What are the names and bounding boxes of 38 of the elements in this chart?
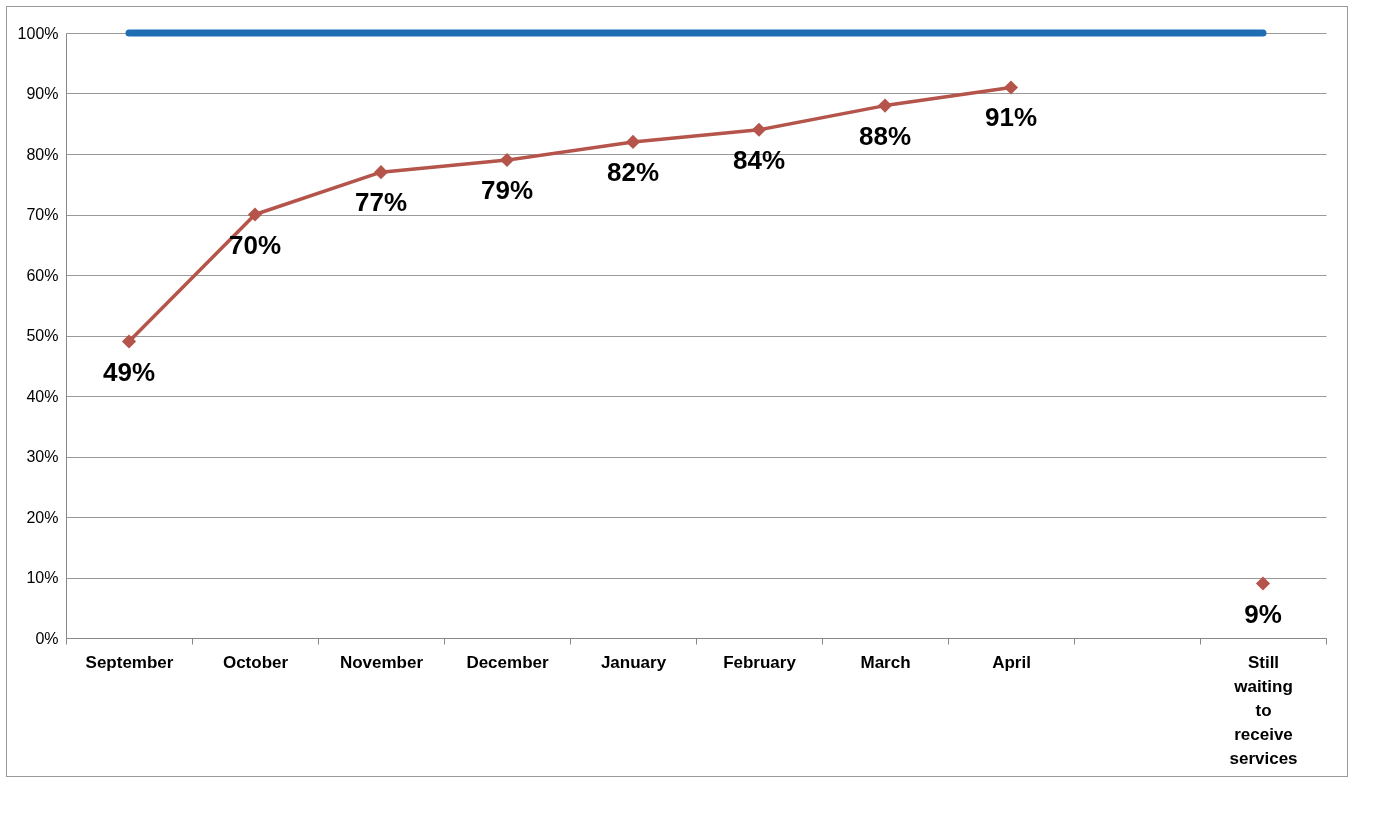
x-tick-label: April (992, 652, 1031, 672)
y-tick-label: 70% (26, 206, 59, 223)
x-tick-label: December (466, 652, 549, 672)
data-label: 91% (984, 102, 1038, 133)
x-tick-label: September (85, 652, 174, 672)
x-tick-label: November (339, 652, 424, 672)
data-label: 9% (1244, 598, 1282, 629)
y-tick-label: 10% (26, 569, 59, 586)
data-label: 79% (480, 175, 534, 206)
x-tick-label: January (600, 652, 667, 672)
y-tick-label: 50% (26, 327, 59, 344)
point (877, 98, 893, 113)
y-tick-label: 0% (35, 629, 59, 647)
point (625, 134, 641, 149)
point (499, 152, 515, 168)
data-label: 49% (102, 356, 156, 387)
data-label: 88% (858, 120, 912, 151)
y-tick-label: 80% (26, 145, 59, 163)
point (373, 165, 389, 180)
x-tick-label: February (723, 652, 797, 672)
data-label: 84% (732, 144, 786, 175)
y-tick-label: 40% (26, 387, 59, 405)
y-tick-label: 20% (26, 508, 59, 526)
y-tick-label: 60% (26, 266, 59, 284)
point (247, 207, 263, 222)
point (121, 334, 137, 349)
data-label: 82% (606, 156, 660, 187)
y-tick-label: 30% (26, 448, 59, 465)
data-label: 70% (228, 229, 282, 260)
point (1003, 80, 1019, 95)
x-tick-label: October (222, 652, 289, 672)
point (1255, 576, 1271, 591)
point (751, 122, 767, 137)
y-tick-label: 100% (17, 24, 59, 42)
x-tick-label: Still waiting to receive services (1229, 652, 1298, 768)
data-label: 77% (354, 187, 408, 218)
x-tick-label: March (860, 652, 911, 672)
y-tick-label: 90% (26, 85, 59, 102)
